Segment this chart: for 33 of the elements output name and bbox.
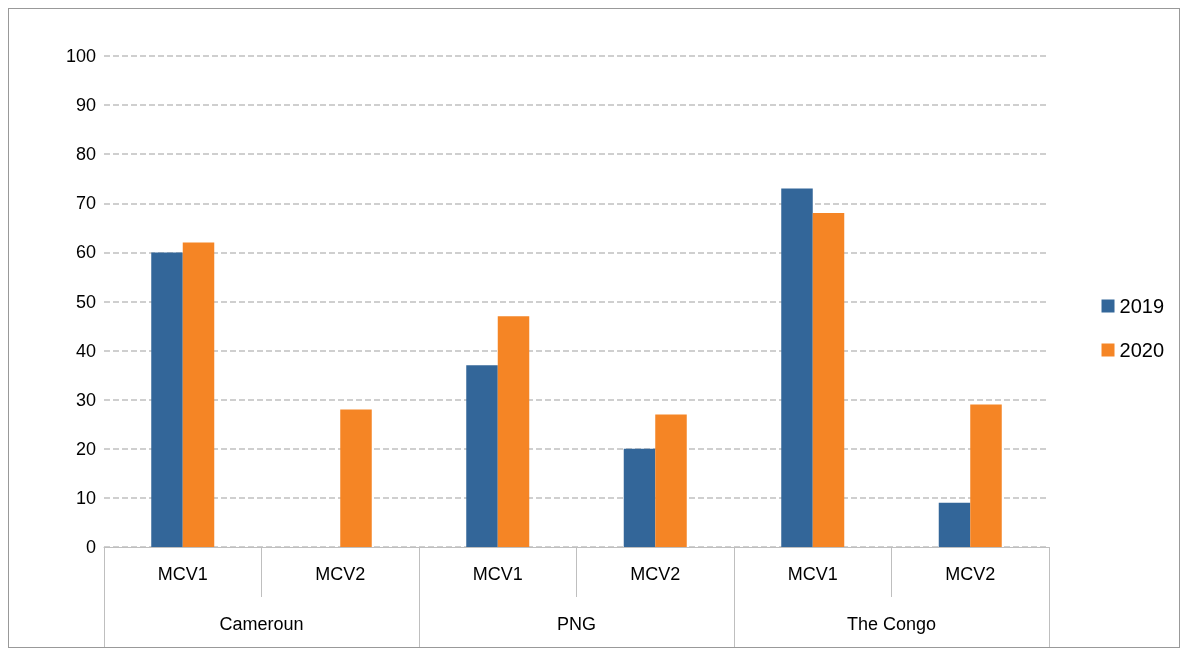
y-tick-label: 40 xyxy=(75,340,96,361)
y-tick-label: 10 xyxy=(75,487,96,508)
y-tick-label: 0 xyxy=(85,537,96,557)
y-tick-label: 80 xyxy=(75,144,96,165)
bar xyxy=(623,448,656,547)
text: The Congo xyxy=(846,614,937,634)
x-tick-label: MCV2 xyxy=(945,564,996,584)
bar xyxy=(781,188,813,547)
bar xyxy=(340,409,372,547)
x-tick-label: MCV1 xyxy=(472,564,523,584)
x-tick-label: MCV1 xyxy=(787,564,838,584)
bar xyxy=(655,414,687,547)
y-tick-label: 100 xyxy=(65,46,96,66)
y-tick-label: 30 xyxy=(75,389,96,410)
y-tick-label: 90 xyxy=(75,95,96,116)
legend-label: 2020 xyxy=(1119,339,1165,361)
bar xyxy=(151,252,183,547)
x-tick-label: MCV2 xyxy=(630,564,681,584)
text: Cameroun xyxy=(219,614,304,634)
bar xyxy=(970,404,1002,547)
y-tick-label: 60 xyxy=(75,242,96,263)
bar xyxy=(497,316,530,547)
y-tick-label: 50 xyxy=(75,291,96,312)
x-tick-label: MCV1 xyxy=(157,564,208,584)
bar xyxy=(812,213,845,547)
bar xyxy=(938,502,971,547)
y-tick-label: 20 xyxy=(75,438,96,459)
bar xyxy=(466,365,498,547)
y-tick-label: 70 xyxy=(75,193,96,214)
text: PNG xyxy=(556,614,597,634)
x-tick-label: MCV2 xyxy=(315,564,366,584)
bar xyxy=(182,242,215,547)
legend-label: 2019 xyxy=(1119,295,1165,317)
